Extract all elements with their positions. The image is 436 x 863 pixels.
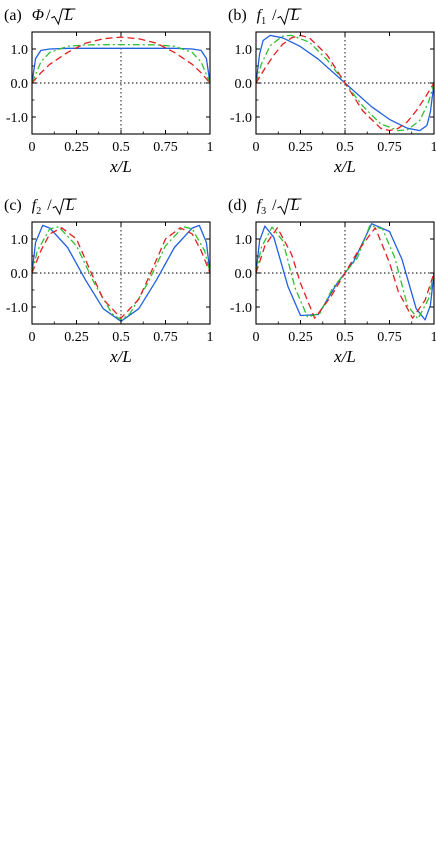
panel-letter: (c) [4,197,22,214]
series-line-1 [256,224,434,320]
panel-title: (b) f1 / L [228,7,300,27]
x-tick-label: 0.25 [288,330,313,345]
panel-letter: (d) [228,197,247,214]
x-tick-label: 0.25 [64,330,89,345]
title-slash: / [47,197,52,214]
series-line-2 [32,227,210,319]
x-tick-label: 0.5 [112,140,130,155]
title-slash: / [272,7,277,24]
title-spacer [266,7,270,24]
x-tick-label: 0.25 [288,140,313,155]
title-variable: f [32,197,39,214]
panel-letter: (a) [4,7,22,24]
y-tick-label: 0.0 [11,77,29,92]
series-line-1 [32,43,210,84]
x-tick-label: 0 [29,330,36,345]
y-tick-label: 1.0 [11,43,29,58]
y-tick-label: 1.0 [235,43,253,58]
title-spacer [266,197,270,214]
y-tick-label: 0.0 [235,267,253,282]
y-tick-label: 0.0 [11,267,29,282]
y-tick-label: 1.0 [235,233,253,248]
sqrt-sign-icon [277,8,302,26]
x-axis-label: x/L [109,347,132,366]
title-sqrt-argument: L [290,197,300,214]
series-line-2 [256,227,434,319]
x-tick-label: 1 [207,330,214,345]
y-tick-label: 0.0 [235,77,253,92]
x-tick-label: 1 [207,140,214,155]
panel-title: (d) f3 / L [228,197,300,217]
panel-letter: (b) [228,7,247,24]
title-slash: / [272,197,277,214]
x-tick-label: 1 [431,140,436,155]
title-variable: f [257,197,264,214]
sqrt-sign-icon [52,198,77,216]
series-line-2 [256,34,434,132]
y-tick-label: -1.0 [6,111,28,126]
title-variable: f [257,7,264,24]
x-tick-label: 0.75 [377,140,402,155]
series-line-1 [32,226,210,321]
y-tick-label: -1.0 [230,301,252,316]
series-line-2 [32,36,210,84]
x-axis-label: x/L [333,157,356,176]
panel-title: (a) Φ / L [4,7,73,24]
y-tick-label: 1.0 [11,233,29,248]
panel-a: (a) Φ / L 0 0.25 0.5 0.75 1 1.0 0.0 -1.0 x/L [4,7,214,176]
panel-d: (d) f3 / L 0 0.25 0.5 0.75 1 1.0 0.0 -1.0 x/L [228,197,436,366]
panel-b: (b) f1 /L0 0.25 0.5 0.75 11.00.0-1.0x/L [228,7,436,176]
x-tick-label: 0.5 [336,140,354,155]
x-tick-label: 0 [29,140,36,155]
sqrt-sign-icon [51,8,76,26]
title-subscript: 2 [36,206,41,217]
title-subscript: 1 [261,16,266,27]
sqrt-sign-icon [277,198,302,216]
panel-title: (c) f2 / L [4,197,75,217]
series-line-0 [32,47,210,84]
x-tick-label: 0.5 [336,330,354,345]
x-axis-label: x/L [333,347,356,366]
x-tick-label: 0.5 [112,330,130,345]
y-tick-label: -1.0 [230,111,252,126]
title-sqrt-argument: L [290,7,300,24]
x-tick-label: 0 [253,330,260,345]
panel-c: (c) f2 / L 0 0.25 0.5 0.75 1 1.0 0.0 -1.0 x/L [4,197,214,366]
title-sqrt-argument: L [63,7,73,24]
x-tick-label: 0.25 [64,140,89,155]
y-tick-label: -1.0 [6,301,28,316]
x-tick-label: 0.75 [153,140,178,155]
x-tick-label: 0 [253,140,260,155]
x-tick-label: 0.75 [377,330,402,345]
title-sqrt-argument: L [65,197,75,214]
x-tick-label: 0.75 [153,330,178,345]
title-slash: / [46,7,51,24]
x-tick-label: 1 [431,330,436,345]
title-spacer [41,197,45,214]
title-subscript: 3 [261,206,266,217]
x-axis-label: x/L [109,157,132,176]
title-variable: Φ [32,7,44,24]
